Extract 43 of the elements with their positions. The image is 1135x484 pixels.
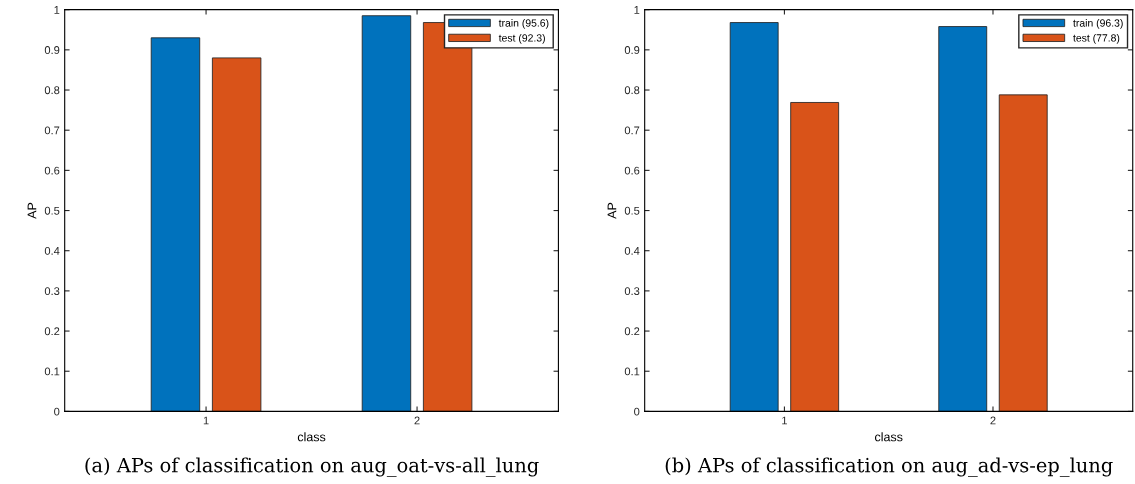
y-tick-label: 0.3 xyxy=(44,287,60,296)
y-tick-label: 0.6 xyxy=(44,166,60,175)
x-axis-title: class xyxy=(875,432,903,442)
x-tick-label: 2 xyxy=(414,416,420,425)
y-tick-label: 0.4 xyxy=(624,246,640,255)
y-tick-label: 0 xyxy=(634,407,640,416)
y-tick-label: 0.2 xyxy=(624,327,640,336)
bar xyxy=(211,57,262,412)
legend-label: train (95.6) xyxy=(498,19,549,29)
y-tick-label: 0.7 xyxy=(44,126,60,135)
y-tick-label: 0 xyxy=(54,407,60,416)
y-tick-label: 1 xyxy=(54,6,60,14)
y-tick-label: 0.5 xyxy=(44,206,60,215)
y-tick-label: 0.1 xyxy=(44,367,60,376)
y-tick-label: 0.8 xyxy=(624,86,640,95)
y-tick-label: 1 xyxy=(634,6,640,14)
bar xyxy=(150,37,201,412)
bar xyxy=(729,22,779,412)
y-axis-title: AP xyxy=(27,202,37,219)
bar xyxy=(938,26,988,412)
x-tick-label: 1 xyxy=(203,416,209,425)
y-tick-label: 0.9 xyxy=(44,46,60,54)
x-tick-label: 2 xyxy=(990,416,996,425)
y-tick-label: 0.2 xyxy=(44,327,60,336)
legend-label: test (77.8) xyxy=(1073,33,1120,44)
text: (a) APs of classification on aug_oat-vs-all_lung xyxy=(85,457,539,477)
y-tick-label: 0.3 xyxy=(624,287,640,296)
bar xyxy=(361,15,412,412)
legend-label: train (96.3) xyxy=(1073,19,1123,29)
bar xyxy=(790,102,840,412)
y-tick-label: 0.4 xyxy=(44,246,60,255)
legend-label: test (92.3) xyxy=(498,33,545,44)
y-tick-label: 0.8 xyxy=(44,86,60,95)
y-tick-label: 0.7 xyxy=(624,126,640,135)
y-tick-label: 0.6 xyxy=(624,166,640,175)
y-tick-label: 0.9 xyxy=(624,46,640,54)
y-axis-title: AP xyxy=(607,202,617,219)
bar xyxy=(998,94,1048,412)
text: (b) APs of classification on aug_ad-vs-ep_lung xyxy=(665,457,1113,477)
y-tick-label: 0.1 xyxy=(624,367,640,376)
y-tick-label: 0.5 xyxy=(624,206,640,215)
x-tick-label: 1 xyxy=(782,416,787,425)
x-axis-title: class xyxy=(297,432,326,442)
